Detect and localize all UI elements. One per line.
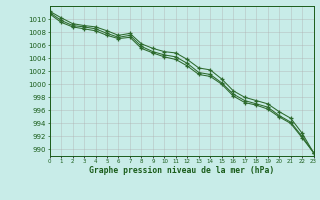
- X-axis label: Graphe pression niveau de la mer (hPa): Graphe pression niveau de la mer (hPa): [89, 166, 274, 175]
